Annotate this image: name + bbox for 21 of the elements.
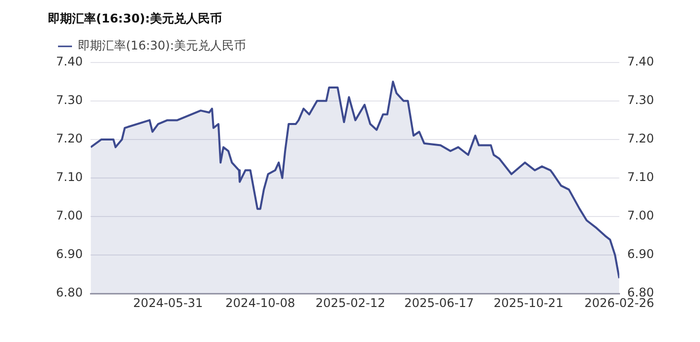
y2-tick-label: 7.10 [627,170,654,184]
chart-title: 即期汇率(16:30):美元兑人民币 [48,11,222,26]
y-tick-label: 7.30 [56,93,83,108]
x-tick-label: 2026-02-26 [584,296,654,310]
y-tick-label: 6.80 [56,286,83,300]
y-tick-label: 7.00 [56,208,83,223]
x-tick-label: 2024-10-08 [225,296,296,310]
y2-tick-label: 7.30 [627,93,654,108]
y2-tick-label: 7.00 [627,208,654,223]
y-tick-label: 7.20 [56,132,83,146]
y2-tick-label: 6.90 [627,247,654,262]
y2-tick-label: 7.20 [627,132,654,146]
x-tick-label: 2025-06-17 [404,296,474,310]
x-tick-label: 2025-10-21 [494,296,564,310]
y2-tick-label: 7.40 [627,54,654,69]
y-tick-label: 6.90 [56,247,83,262]
y-tick-label: 7.10 [56,170,83,184]
x-tick-label: 2025-02-12 [316,296,386,310]
y-tick-label: 7.40 [56,54,83,69]
legend-label: 即期汇率(16:30):美元兑人民币 [78,38,246,53]
x-tick-label: 2024-05-31 [133,296,203,310]
